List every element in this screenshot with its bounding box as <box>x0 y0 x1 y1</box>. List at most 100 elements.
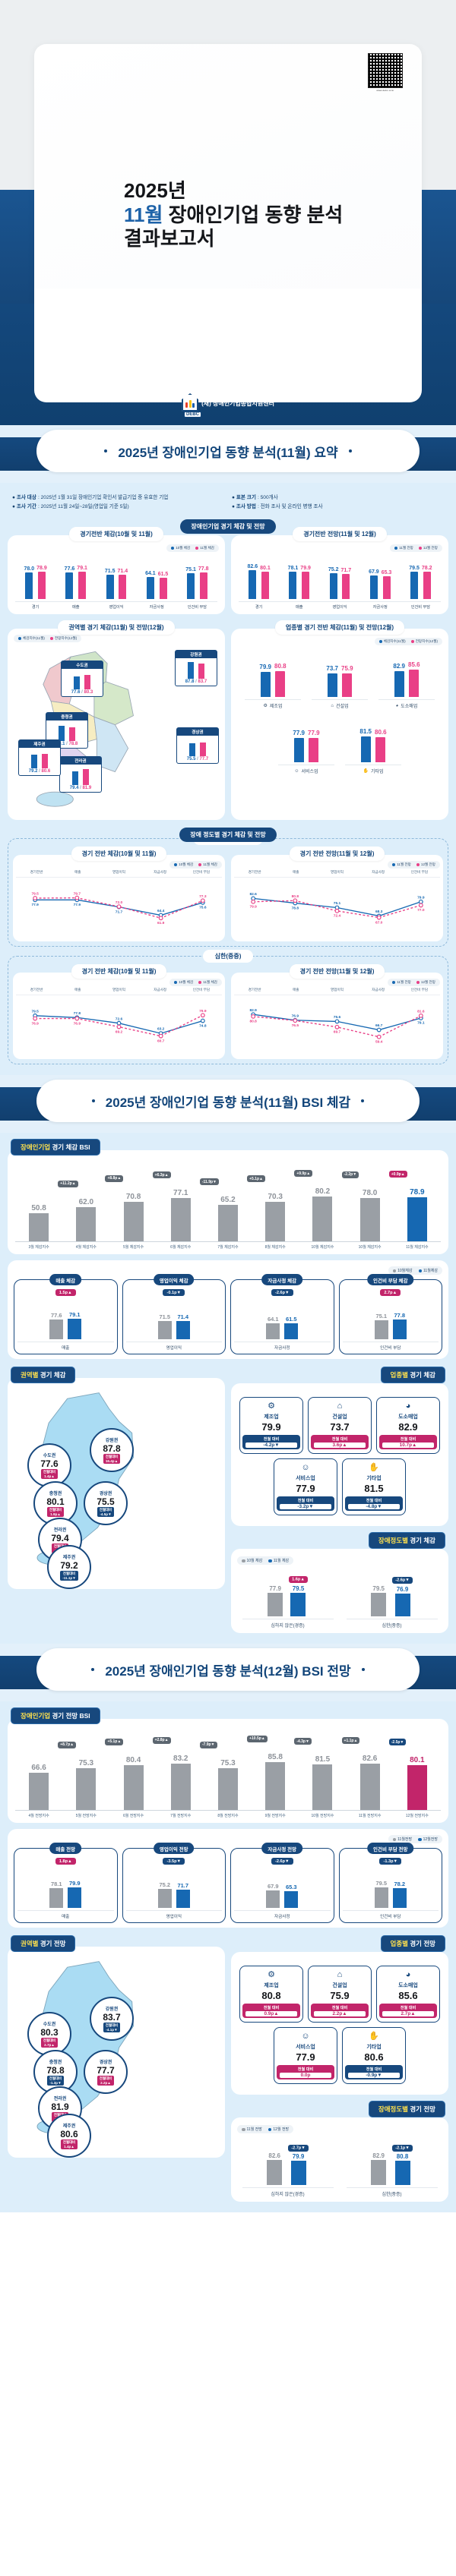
industry-card-grid: ⚙ 제조업 79.9 전월 대비 -4.2p▼ ⌂ 건설업 73.7 전월 대비 3.6p▲ ◕ 도소… <box>233 1391 447 1521</box>
bar <box>289 572 297 600</box>
survey-info-item: ● 조사 기간: 2025년 11월 24일~28일(영업일 기준 5일) <box>12 504 129 510</box>
bar <box>302 571 310 600</box>
metric-label: 인건비 부담 <box>342 1342 439 1351</box>
bar-wrap: 82.9 <box>393 651 405 698</box>
metric-bars: 79.5 78.2 <box>343 1867 439 1909</box>
legend-item: 11월 체감 <box>198 980 217 985</box>
line-chart-severe-current: 79.5 77.8 72.6 63.2 74.8 76.9 76.9 69.2 60.7 79.9 <box>31 1009 206 1043</box>
industry-name: 기타업 <box>366 1476 382 1482</box>
trend-value: 80.4 <box>125 1755 141 1764</box>
region-value: 80.3 <box>40 2027 59 2038</box>
bsi-trend-xlabels: 4월 전망지수 5월 전망지수 6월 전망지수 7월 전망지수 8월 전망지수 9월 전망… <box>14 1811 442 1818</box>
legend-label: 전망지수(12월) <box>54 636 78 641</box>
axis-label: 인건비 부담 <box>192 870 211 875</box>
industry-name: ◕ 도소매업 <box>378 699 435 709</box>
legend-item: 10월 체감 <box>174 862 193 867</box>
severity-severe-title: 심한(중증) <box>8 950 448 963</box>
data-point <box>116 904 122 910</box>
industry-bar-item: 79.9 80.8 ⚙ 제조업 <box>245 651 301 709</box>
axis-label: 영업이익 <box>331 870 344 875</box>
bar-wrap: 61.5 <box>158 552 168 600</box>
legend-label: 11월 전망 <box>399 546 413 550</box>
trend-bar <box>359 1197 380 1242</box>
delta-caption: 전월 대비 <box>297 1499 314 1504</box>
bar-value-curr: 79.5 <box>292 1584 305 1592</box>
trend-xlabel: 8월 전망지수 <box>217 1814 239 1819</box>
data-label: 75.6 <box>334 1015 341 1020</box>
industry-bar-item: 81.5 80.6 ✋ 기타업 <box>345 717 401 774</box>
region-name: 수도권 <box>61 661 103 670</box>
trend-delta-badge: -11.9p▼ <box>199 1178 219 1186</box>
bar-value-prev: 71.5 <box>159 1313 171 1321</box>
bar-value-prev: 77.6 <box>50 1312 62 1319</box>
section-title-bsi-forecast: 2025년 장애인기업 동향 분석(12월) BSI 전망 <box>105 1663 351 1679</box>
trend-xlabel-wrap: 6월 체감지수 <box>157 1242 204 1250</box>
caption-mild-current: 경기 전반 체감(10월 및 11월) <box>13 847 225 862</box>
data-label: 79.1 <box>417 1021 425 1026</box>
delta-value: 0.0p <box>280 2073 331 2079</box>
line-series <box>253 900 422 919</box>
bar-value: 79.9 <box>300 565 311 571</box>
bar-value-prev: 79.5 <box>375 1880 388 1887</box>
bar-value-prev: 79.5 <box>372 1584 385 1592</box>
metric-panel-title: 인건비 부담 전망 <box>367 1843 414 1855</box>
bar-value: 82.6 <box>247 564 258 570</box>
region-map-current: 수도권 77.6 전월대비 1.4p▲ 강원권 87.8 전월대비 16.4p▲ 충청권 80.1… <box>8 1378 225 1590</box>
caption-region-summary: 권역별 경기 체감(11월) 및 전망(12월) <box>8 620 225 635</box>
data-label: 77.8 <box>74 1011 81 1016</box>
line-axis-labels: 경기전반 매출 영업이익 자금사정 인건비 부담 <box>234 988 440 996</box>
trend-xlabel-wrap: 11월 전망지수 <box>347 1811 394 1818</box>
bar-curr <box>392 1319 407 1340</box>
trend-xlabel-wrap: 7월 체감지수 <box>204 1242 252 1250</box>
trend-xlabel-wrap: 9월 전망지수 <box>252 1811 299 1818</box>
bar <box>342 673 353 698</box>
metric-delta-row: -0.1p▼ <box>126 1289 223 1297</box>
trend-bar-group: +0.9p▲ 78.9 <box>388 1162 441 1242</box>
data-label: 82.9 <box>249 1008 257 1013</box>
bar-wrap: 79.9 <box>300 552 311 600</box>
industry-icon: ☺ <box>294 768 299 774</box>
industry-current-col: 업종별 경기 체감 ⚙ 제조업 79.9 전월 대비 -4.2p▼ ⌂ 건설업 73.7 전월 … <box>231 1367 448 1634</box>
summary-body: ● 조사 대상: 2025년 1월 31일 장애인기업 확인서 발급기업 중 유… <box>0 483 456 1076</box>
caption-industry-summary: 업종별 경기 전반 체감(11월) 및 전망(12월) <box>231 620 448 635</box>
trend-xlabel: 6월 체감지수 <box>170 1245 192 1250</box>
industry-bar-item: 82.9 85.6 ◕ 도소매업 <box>378 651 435 709</box>
line-card-severe-current: 10월 체감 11월 체감 경기전반 매출 영업이익 자금사정 인건비 부담 79.5 7… <box>13 973 225 1060</box>
tab-label-hl: 권역별 <box>21 1940 39 1948</box>
trend-xlabel: 4월 전망지수 <box>28 1814 49 1819</box>
region-industry-current-row: 권역별 경기 체감 수도권 77.6 전월대비 1.4p▲ 강원권 87.8 전월대비 16.… <box>8 1367 448 1634</box>
caption-severe-current: 경기 전반 체감(10월 및 11월) <box>13 964 225 979</box>
tab-label-rest: 경기 체감 BSI <box>50 1143 90 1152</box>
korea-circle-map-current: 수도권 77.6 전월대비 1.4p▲ 강원권 87.8 전월대비 16.4p▲ 충청권 80.1… <box>11 1384 222 1590</box>
survey-info-value: 전화 조사 및 온라인 병행 조사 <box>260 504 323 510</box>
bar-wrap-curr: 77.8 <box>392 1298 407 1340</box>
region-body: 77.6 / 80.3 <box>61 669 103 698</box>
metric-panel: 자금사정 체감 -2.6p▼ 64.1 61.5 자금사정 <box>230 1274 334 1355</box>
legend-label: 11월 체감 <box>273 1559 290 1564</box>
data-point <box>158 916 163 921</box>
trend-xlabel: 10월 전망지수 <box>311 1814 334 1819</box>
qr-code: www.debc.or.kr <box>366 53 405 100</box>
caption-mild-forecast: 경기 전반 전망(11월 및 12월) <box>231 847 443 862</box>
data-point <box>376 1028 382 1033</box>
bar-wrap: 77.8 <box>198 552 209 600</box>
bar <box>309 737 319 763</box>
bar-value: 79.5 <box>409 565 420 571</box>
legend-label: 11월체감 <box>423 1269 438 1274</box>
bar-category-label: 인건비 부담 <box>400 601 442 610</box>
severity-mild-block: 심하지 않은(경증) 경기 전반 체감(10월 및 11월) 10월 체감 11… <box>8 832 448 947</box>
trend-xlabel-wrap: 5월 전망지수 <box>62 1811 109 1818</box>
bar-pair: 79.9 80.8 <box>259 651 287 698</box>
grouped-bars: 82.6 80.1 경기 78.1 79.9 매출 75.2 71.7 영업이익 67.9 65.3… <box>237 553 442 610</box>
region-circle: 강원권 87.8 전월대비 16.4p▲ <box>90 1428 134 1473</box>
bar-curr <box>392 1887 407 1909</box>
severity-card-forecast: 11월 전망 12월 전망 82.6 -2.7p▼ 79.9 심하지 않은(경증) 82… <box>231 2117 448 2202</box>
bar-value: 80.8 <box>274 663 287 670</box>
line-card-mild-forecast: 11월 전망 12월 전망 경기전반 매출 영업이익 자금사정 인건비 부담 82.6 7… <box>231 855 443 942</box>
bar-curr <box>284 1323 299 1340</box>
legend-label: 10월 체감 <box>179 980 194 985</box>
severity-badge-wrap: -2.1p▼ <box>392 2139 413 2152</box>
industry-cards-forecast: ⚙ 제조업 80.8 전월 대비 0.9p▲ ⌂ 건설업 75.9 전월 대비 2.2p▲ ◕ 도소매… <box>231 1952 448 2095</box>
bar-wrap: 64.1 <box>145 552 156 600</box>
caption-severe-forecast: 경기 전반 전망(11월 및 12월) <box>231 964 443 979</box>
